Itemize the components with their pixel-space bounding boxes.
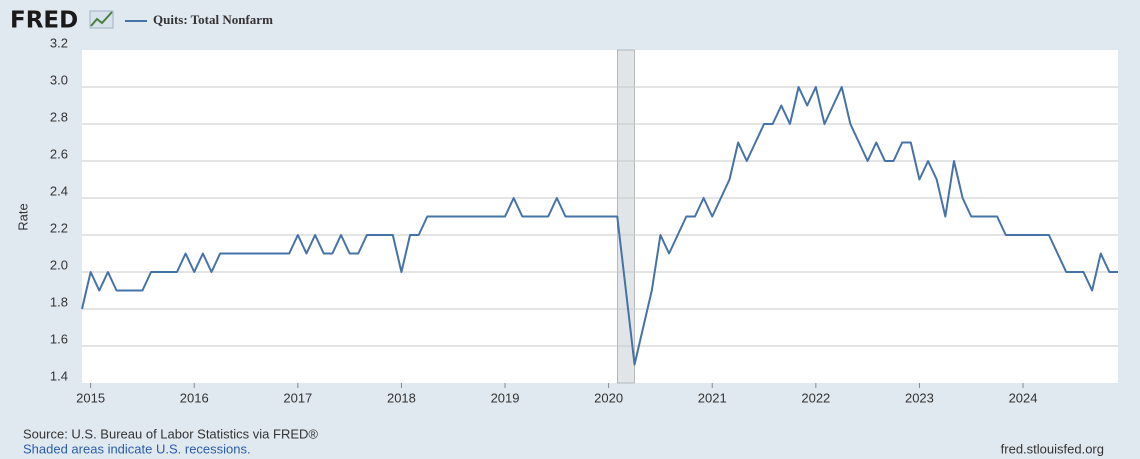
x-tick-label: 2023 (905, 390, 934, 405)
x-tick-label: 2015 (76, 390, 105, 405)
y-tick-label: 1.4 (50, 368, 68, 383)
y-tick-label: 3.0 (50, 72, 68, 87)
x-tick-label: 2019 (491, 390, 520, 405)
x-tick-label: 2021 (698, 390, 727, 405)
y-tick-label: 2.8 (50, 109, 68, 124)
y-tick-label: 3.2 (50, 35, 68, 50)
y-axis-label: Rate (15, 203, 30, 230)
x-tick-label: 2024 (1009, 390, 1038, 405)
y-tick-label: 1.6 (50, 331, 68, 346)
legend-label: Quits: Total Nonfarm (153, 12, 273, 27)
y-tick-label: 2.0 (50, 257, 68, 272)
x-tick-label: 2016 (180, 390, 209, 405)
x-tick-label: 2022 (801, 390, 830, 405)
site: fred.stlouisfed.org (1001, 441, 1104, 456)
x-tick-label: 2020 (594, 390, 623, 405)
x-tick-label: 2018 (387, 390, 416, 405)
y-tick-label: 2.6 (50, 146, 68, 161)
logo: FRED (10, 8, 78, 34)
data-line (81, 86, 1118, 366)
recession-band (617, 49, 635, 384)
recession-note[interactable]: Shaded areas indicate U.S. recessions. (23, 441, 251, 456)
source: Source: U.S. Bureau of Labor Statistics … (23, 426, 318, 441)
x-tick-label: 2017 (283, 390, 312, 405)
y-tick-label: 2.4 (50, 183, 68, 198)
y-tick-label: 1.8 (50, 294, 68, 309)
logo-icon (89, 10, 114, 29)
y-tick-label: 2.2 (50, 220, 68, 235)
